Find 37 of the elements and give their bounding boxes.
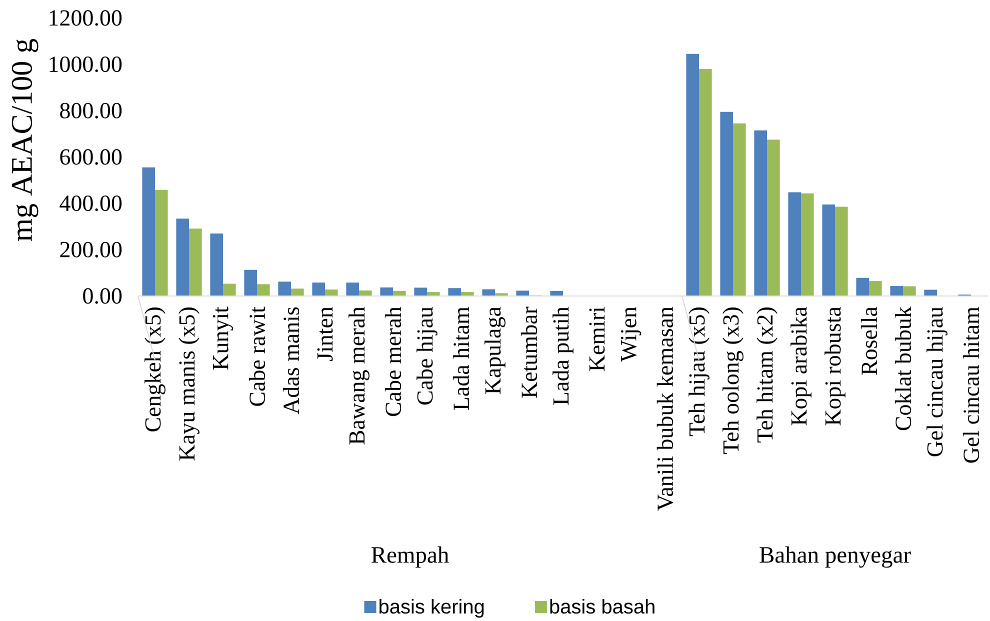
x-tick-label: Kapulaga — [484, 306, 506, 394]
x-tick-label: Kunyit — [212, 306, 234, 370]
y-tick-label: 400.00 — [60, 196, 122, 212]
x-tick-label: Cabe rawit — [248, 306, 266, 406]
x-tick-label: Lada putih — [552, 306, 574, 405]
x-tick-label: Kopi arabika — [790, 306, 812, 426]
legend-label: basis basah — [550, 599, 654, 614]
x-tick-label: Ketumbar — [520, 306, 538, 398]
y-tick-label: 800.00 — [60, 102, 122, 118]
y-axis-title: mg AEAC/100 g — [12, 38, 38, 242]
x-tick-label: Kayu manis (x5) — [178, 308, 200, 460]
x-tick-label: Teh hijau (x5) — [688, 308, 710, 436]
x-tick-label: Gel cincau hijau — [926, 306, 948, 456]
text: Rempah — [372, 546, 449, 568]
x-tick-label: Jinten — [317, 306, 333, 361]
y-tick-label: 600.00 — [60, 149, 122, 165]
x-tick-label: Kemiri — [589, 306, 605, 372]
legend-label: basis kering — [380, 599, 484, 618]
x-tick-label: Gel cincau hitam — [962, 306, 980, 463]
x-tick-label: Teh oolong (x3) — [722, 308, 744, 454]
x-tick-label: Kopi robusta — [824, 306, 846, 426]
x-tick-label: Vanili bubuk kemasan — [656, 306, 674, 511]
y-tick-label: 1200.00 — [50, 10, 122, 26]
x-tick-label: Cengkeh (x5) — [144, 308, 166, 432]
x-tick-label: Teh hitam (x2) — [756, 308, 778, 442]
y-tick-label: 1000.00 — [50, 56, 122, 72]
x-tick-label: Cabe merah — [384, 306, 402, 416]
y-tick-label: 200.00 — [60, 242, 122, 258]
text: Bahan penyegar — [760, 546, 911, 568]
x-tick-label: Coklat bubuk — [894, 306, 912, 430]
x-tick-label: Cabe hijau — [416, 306, 438, 405]
x-tick-label: Bawang merah — [348, 306, 370, 444]
y-tick-label: 0.00 — [83, 288, 122, 304]
x-tick-label: Wijen — [620, 306, 642, 362]
x-tick-label: Adas manis — [282, 307, 300, 414]
x-tick-label: Lada hitam — [452, 306, 470, 410]
x-tick-label: Rosella — [860, 306, 878, 375]
